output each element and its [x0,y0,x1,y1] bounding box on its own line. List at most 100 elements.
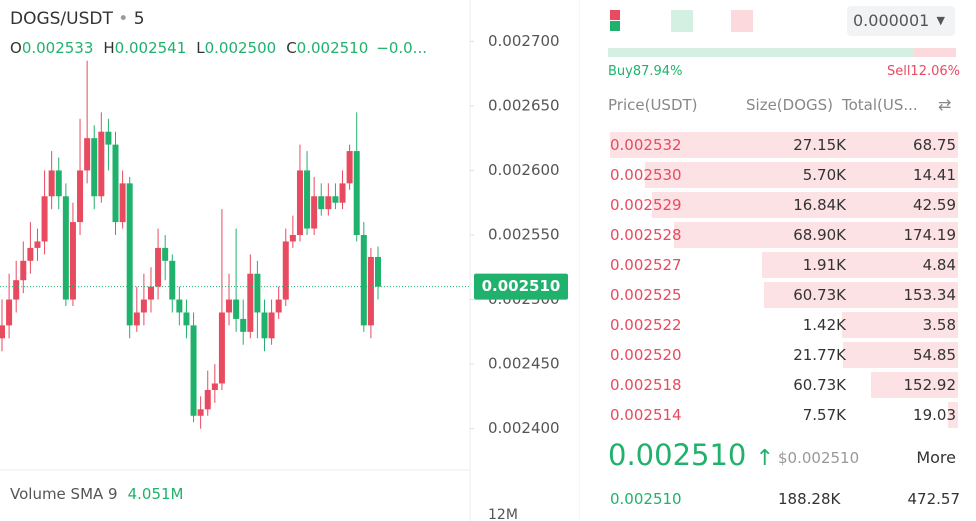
trade-size: 188.28K [778,490,841,508]
ask-price: 0.002525 [610,286,682,304]
ohlc-value: 0.002533 [22,39,94,57]
candle-body [140,299,147,313]
candle-body [27,247,34,261]
candle-body [339,183,346,203]
candle-body [254,273,261,313]
tick-select[interactable]: 0.000001 ▼ [847,6,955,36]
candle-body [318,196,325,210]
ask-row: 0.002527 1.91K 4.84 [608,252,958,278]
ask-total: 42.59 [913,196,956,214]
change: −0.0... [376,39,427,57]
candle-body [183,312,190,326]
ohlc-value: 0.002541 [115,39,187,57]
depth-bar [761,252,958,278]
candle-body [311,196,318,229]
depth-bar [871,372,958,398]
candle-body [204,389,211,410]
last-price-label: 0.002510 [482,277,561,295]
ask-price: 0.002514 [610,406,682,424]
candle-body [91,138,98,197]
candle-body [325,196,332,210]
last-price: 0.002510 ↑ [608,438,774,472]
trade-total: 472.57 [907,490,961,508]
candle-body [240,318,247,332]
depth-bar [764,282,958,308]
candle-body [48,170,55,197]
pair: DOGS/USDT • 5 [10,9,145,29]
candle-body [84,138,91,171]
arrow: ↑ [755,446,775,471]
candle-body [282,241,289,300]
buy-ratio: Buy87.94% [608,64,683,79]
candle-body [218,312,225,384]
ask-total: 19.03 [913,406,956,424]
ohlc-key: C [286,39,296,57]
ask-row: 0.002530 5.70K 14.41 [608,162,958,188]
candle-body [346,151,353,184]
candle-body [34,241,41,248]
ohlc-value: 0.002510 [297,39,369,57]
candle-body [126,183,133,326]
col-price: Price(USDT) [608,96,698,114]
candle-body [0,325,5,339]
ask-row: 0.002522 1.42K 3.58 [608,312,958,338]
depth-bar [644,162,958,188]
ask-total: 54.85 [913,346,956,364]
y-tick-label: 0.002550 [488,226,560,244]
col-total: Total(US... [842,96,918,114]
icon-both [610,10,620,20]
ohlc-key: L [196,39,205,57]
ohlc: O0.002533 H0.002541 L0.002500 C0.002510 −0.0… [10,39,427,57]
ask-row: 0.002518 60.73K 152.92 [608,372,958,398]
candle-body [162,247,169,261]
depth-bar [652,192,958,218]
ohlc-key: O [10,39,22,57]
candle-body [55,170,62,197]
depth-bar [673,222,958,248]
ask-price: 0.002527 [610,256,682,274]
ask-total: 4.84 [922,256,956,274]
volume-label: Volume SMA 9 4.051M [10,485,183,503]
depth-bar [610,132,958,158]
ask-size: 27.15K [793,136,846,154]
ask-price: 0.002530 [610,166,682,184]
ask-price: 0.002529 [610,196,682,214]
ask-size: 1.91K [802,256,846,274]
ask-size: 68.90K [793,226,846,244]
icon-both-b [610,21,620,31]
candle-body [176,299,183,313]
candle-body [197,409,204,416]
ask-row: 0.002520 21.77K 54.85 [608,342,958,368]
candle-body [105,131,112,145]
icon-buy[interactable] [671,10,693,32]
candle-body [268,312,275,339]
ask-size: 60.73K [793,286,846,304]
buy-bar [608,48,915,57]
candle-body [6,299,13,326]
sell-ratio: Sell12.06% [886,64,960,79]
ohlc-key: H [103,39,114,57]
y-tick-label: 0.002700 [488,32,560,50]
ask-total: 3.58 [922,316,956,334]
chart: DOGS/USDT • 5 O0.002533 H0.002541 L0.00250… [0,0,580,521]
ask-price: 0.002522 [610,316,682,334]
icon-sell[interactable] [731,10,753,32]
candle-body [98,131,105,197]
depth-bar [948,402,958,428]
last-price-box [474,273,568,300]
candle-body [226,299,233,313]
candle-body [275,299,282,313]
more[interactable]: More [916,448,956,467]
candle-body [147,286,154,300]
ask-size: 21.77K [793,346,846,364]
order-book: 0.000001 ▼ Buy87.94% Sell12.06% Price(USD… [596,0,976,521]
ask-price: 0.002528 [610,226,682,244]
swap-icon[interactable]: ⇄ [938,95,952,114]
candle-body [62,196,69,300]
ask-size: 16.84K [793,196,846,214]
candle-body [20,260,27,281]
ask-row: 0.002532 27.15K 68.75 [608,132,958,158]
ask-total: 153.34 [903,286,957,304]
candle-body [375,256,381,287]
candle-body [233,299,240,319]
